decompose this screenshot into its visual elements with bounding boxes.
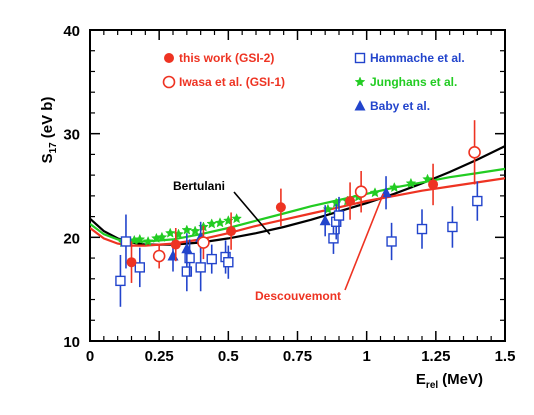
- legend-entry: Baby et al.: [354, 99, 430, 113]
- data-point: [206, 253, 217, 265]
- data-point: [126, 257, 137, 268]
- data-point: [405, 177, 417, 189]
- data-point: [120, 236, 132, 247]
- curve-bertulani: [90, 145, 505, 246]
- data-point: [134, 262, 146, 273]
- data-point: [181, 266, 193, 277]
- data-point: [226, 226, 237, 237]
- legend-marker: [162, 75, 176, 89]
- series-junghans-et-al: [117, 173, 433, 248]
- y-axis-label: S17(eV b): [39, 97, 59, 164]
- data-point: [156, 231, 168, 242]
- annotation-pointer: [233, 191, 271, 235]
- legend-marker: [354, 100, 366, 111]
- legend-marker: [354, 52, 366, 64]
- legend: this work (GSI-2) Iwasa et al. (GSI-1) Ham…: [162, 51, 465, 113]
- series-iwasa-et-al-gsi-1: [152, 120, 481, 269]
- ticks: 0 0.25 0.5 0.75 1 1.25 1.5 10 20 30 40: [63, 23, 515, 365]
- data-point: [184, 252, 195, 264]
- x-tick-label: 1.5: [495, 348, 516, 365]
- data-point: [214, 217, 226, 228]
- x-tick-label: 0: [86, 348, 94, 365]
- legend-label: Hammache et al.: [370, 51, 465, 65]
- data-point: [206, 218, 218, 229]
- legend-label: Baby et al.: [370, 99, 430, 113]
- legend-entry: Hammache et al.: [354, 51, 465, 65]
- data-point: [416, 223, 428, 235]
- data-point: [142, 235, 154, 247]
- data-point: [447, 221, 458, 233]
- data-point: [328, 233, 339, 244]
- data-point: [468, 146, 481, 159]
- y-tick-label: 40: [63, 23, 80, 40]
- data-point: [345, 196, 356, 207]
- y-tick-label: 30: [63, 127, 80, 144]
- data-point: [167, 249, 179, 261]
- x-tick-label: 1.25: [421, 348, 450, 365]
- x-tick-label: 0.25: [145, 348, 174, 365]
- data-point: [195, 262, 206, 273]
- data-point: [275, 202, 286, 213]
- curve-descouvemont: [90, 177, 505, 247]
- annotation-pointer: [344, 193, 385, 291]
- annotation-bertulani: Bertulani: [173, 179, 225, 193]
- data-point: [428, 179, 439, 190]
- data-point: [181, 242, 193, 254]
- data-point: [386, 236, 397, 247]
- data-point: [164, 227, 176, 238]
- x-tick-label: 1: [362, 348, 370, 365]
- data-point: [388, 181, 400, 193]
- legend-label: Iwasa et al. (GSI-1): [179, 75, 285, 89]
- y-tick-label: 10: [63, 334, 80, 351]
- legend-label: Junghans et al.: [370, 75, 457, 89]
- data-point: [231, 213, 243, 224]
- data-point: [189, 225, 201, 236]
- legend-marker: [164, 53, 174, 63]
- data-points: [115, 120, 483, 307]
- data-point: [472, 195, 483, 207]
- curve-green: [90, 167, 505, 243]
- data-point: [223, 257, 234, 268]
- annotation-descouvemont: Descouvemont: [255, 289, 341, 303]
- legend-entry: this work (GSI-2): [164, 51, 274, 65]
- data-point: [369, 187, 381, 198]
- annotations: Bertulani Descouvemont: [173, 179, 385, 303]
- data-point: [181, 224, 193, 235]
- data-point: [354, 185, 368, 199]
- curves: [90, 145, 505, 247]
- data-point: [319, 214, 331, 226]
- legend-entry: Junghans et al.: [354, 75, 457, 89]
- x-axis-label: Erel (MeV): [416, 371, 483, 391]
- data-point: [197, 236, 210, 249]
- x-tick-label: 0.5: [218, 348, 239, 365]
- data-point: [134, 233, 146, 245]
- y-tick-label: 20: [63, 230, 80, 247]
- x-tick-label: 0.75: [283, 348, 312, 365]
- data-point: [333, 210, 345, 221]
- data-point: [115, 275, 126, 287]
- legend-marker: [354, 76, 366, 87]
- series-hammache-et-al: [115, 181, 483, 307]
- data-point: [170, 239, 181, 250]
- data-point: [152, 249, 166, 263]
- series-this-work-gsi-2: [126, 163, 439, 283]
- legend-entry: Iwasa et al. (GSI-1): [162, 75, 285, 89]
- legend-label: this work (GSI-2): [179, 51, 274, 65]
